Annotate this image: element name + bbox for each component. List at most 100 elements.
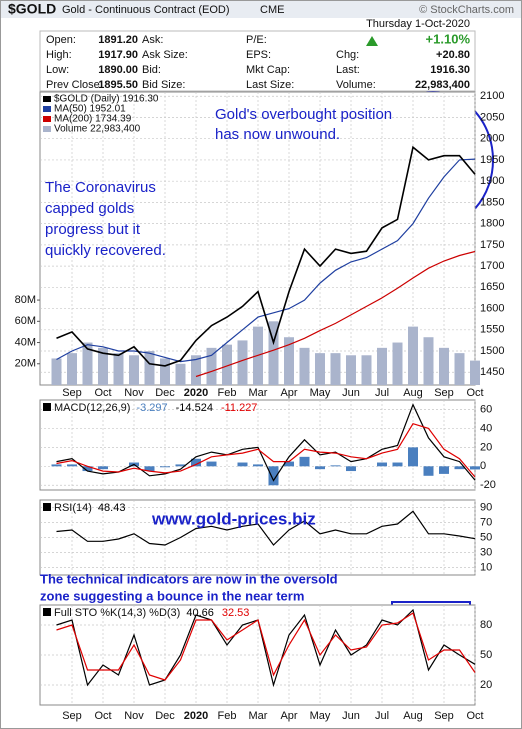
quote-label: P/E: xyxy=(246,34,267,46)
bar xyxy=(470,360,480,385)
x-tick-label: Feb xyxy=(218,387,237,399)
bar xyxy=(284,461,294,467)
legend-icon xyxy=(43,608,51,616)
y-tick-label: 1450 xyxy=(480,366,504,378)
bar xyxy=(268,321,279,385)
quote-label: Mkt Cap: xyxy=(246,64,290,76)
bar xyxy=(346,466,356,472)
y-tick-label: 90 xyxy=(480,501,492,513)
x-tick-label: Mar xyxy=(249,387,268,399)
bar xyxy=(284,337,294,385)
x-tick-label: Oct xyxy=(94,387,111,399)
y-tick-label: 20 xyxy=(480,441,492,453)
legend-value: 48.43 xyxy=(98,502,126,514)
series-line xyxy=(56,422,476,478)
x-tick-label: Jun xyxy=(342,710,360,722)
bar xyxy=(315,466,325,470)
x-tick-label: Feb xyxy=(218,710,237,722)
bar xyxy=(129,355,139,385)
quote-value: 1917.90 xyxy=(98,49,138,61)
x-tick-label: Dec xyxy=(155,710,175,722)
title-bar xyxy=(1,1,521,18)
bar xyxy=(408,326,418,385)
panel-title: RSI(14) xyxy=(54,502,92,514)
x-tick-label: Apr xyxy=(280,387,297,399)
bar xyxy=(330,465,341,467)
x-tick-label: Jun xyxy=(342,387,360,399)
bar xyxy=(470,466,480,470)
credit: © StockCharts.com xyxy=(419,4,514,16)
y-tick-label: 80 xyxy=(480,619,492,631)
quote-value: +20.80 xyxy=(436,49,470,61)
y-tick-label: 1850 xyxy=(480,196,504,208)
y2-tick-label: 80M xyxy=(15,294,36,306)
annotation: Gold's overbought position xyxy=(215,106,392,123)
bar xyxy=(377,347,387,385)
legend-value: -14.524 xyxy=(176,402,213,414)
y-tick-label: 1950 xyxy=(480,154,504,166)
bar xyxy=(144,466,155,472)
legend-icon xyxy=(43,503,51,511)
annotation: quickly recovered. xyxy=(45,242,166,259)
bar xyxy=(191,458,201,467)
y2-tick-label: 20M xyxy=(15,358,36,370)
y-tick-label: -20 xyxy=(480,479,496,491)
bar xyxy=(439,466,449,474)
bar xyxy=(299,347,310,385)
legend-label: $GOLD (Daily) 1916.30 xyxy=(54,94,159,105)
bar xyxy=(175,363,186,385)
legend-icon xyxy=(43,106,51,112)
quote-value: 22,983,400 xyxy=(415,79,470,91)
y-tick-label: 1500 xyxy=(480,345,504,357)
bar xyxy=(144,351,155,385)
y-tick-label: 70 xyxy=(480,516,492,528)
bar xyxy=(315,353,325,385)
y-tick-label: 1550 xyxy=(480,324,504,336)
bar xyxy=(113,353,124,385)
y-tick-label: 20 xyxy=(480,679,492,691)
series-line xyxy=(56,145,476,367)
x-tick-label: Nov xyxy=(124,710,144,722)
panel-title: MACD(12,26,9) xyxy=(54,402,130,414)
quote-label: High: xyxy=(46,49,72,61)
y2-tick-label: 40M xyxy=(15,336,36,348)
quote-label: Bid Size: xyxy=(142,79,185,91)
bar xyxy=(392,462,403,467)
quote-value: 1895.50 xyxy=(98,79,138,91)
bar xyxy=(67,464,77,467)
series-line xyxy=(56,403,476,482)
y-tick-label: 60 xyxy=(480,403,492,415)
bar xyxy=(377,462,387,467)
bar xyxy=(439,347,449,385)
y-tick-label: 1700 xyxy=(480,260,504,272)
bar xyxy=(160,358,170,385)
x-tick-label: Dec xyxy=(155,387,175,399)
quote-box xyxy=(39,30,476,92)
x-tick-label: Oct xyxy=(466,387,483,399)
bar xyxy=(237,462,248,467)
legend-icon xyxy=(43,96,51,102)
series-line xyxy=(56,510,476,546)
quote-label: Ask: xyxy=(142,34,163,46)
x-tick-label: Sep xyxy=(434,710,454,722)
legend-icon xyxy=(43,403,51,411)
quote-label: EPS: xyxy=(246,49,271,61)
x-tick-label: Apr xyxy=(280,710,297,722)
y-tick-label: 30 xyxy=(480,546,492,558)
y-tick-label: 2050 xyxy=(480,111,504,123)
quote-label: Last: xyxy=(336,64,360,76)
annotation: capped golds xyxy=(45,200,134,217)
symbol: $GOLD xyxy=(8,1,56,17)
bar xyxy=(82,466,93,472)
legend-label: Volume 22,983,400 xyxy=(54,124,141,135)
legend-value: 40.66 xyxy=(186,607,214,619)
x-tick-label: May xyxy=(310,387,331,399)
bar xyxy=(206,347,217,385)
bar xyxy=(268,466,279,486)
annotation: www.gold-prices.biz xyxy=(151,509,316,528)
y-tick-label: 1900 xyxy=(480,175,504,187)
bar xyxy=(175,464,186,467)
quote-label: Bid: xyxy=(142,64,161,76)
panel xyxy=(39,399,476,491)
quote-label: Chg: xyxy=(336,49,359,61)
